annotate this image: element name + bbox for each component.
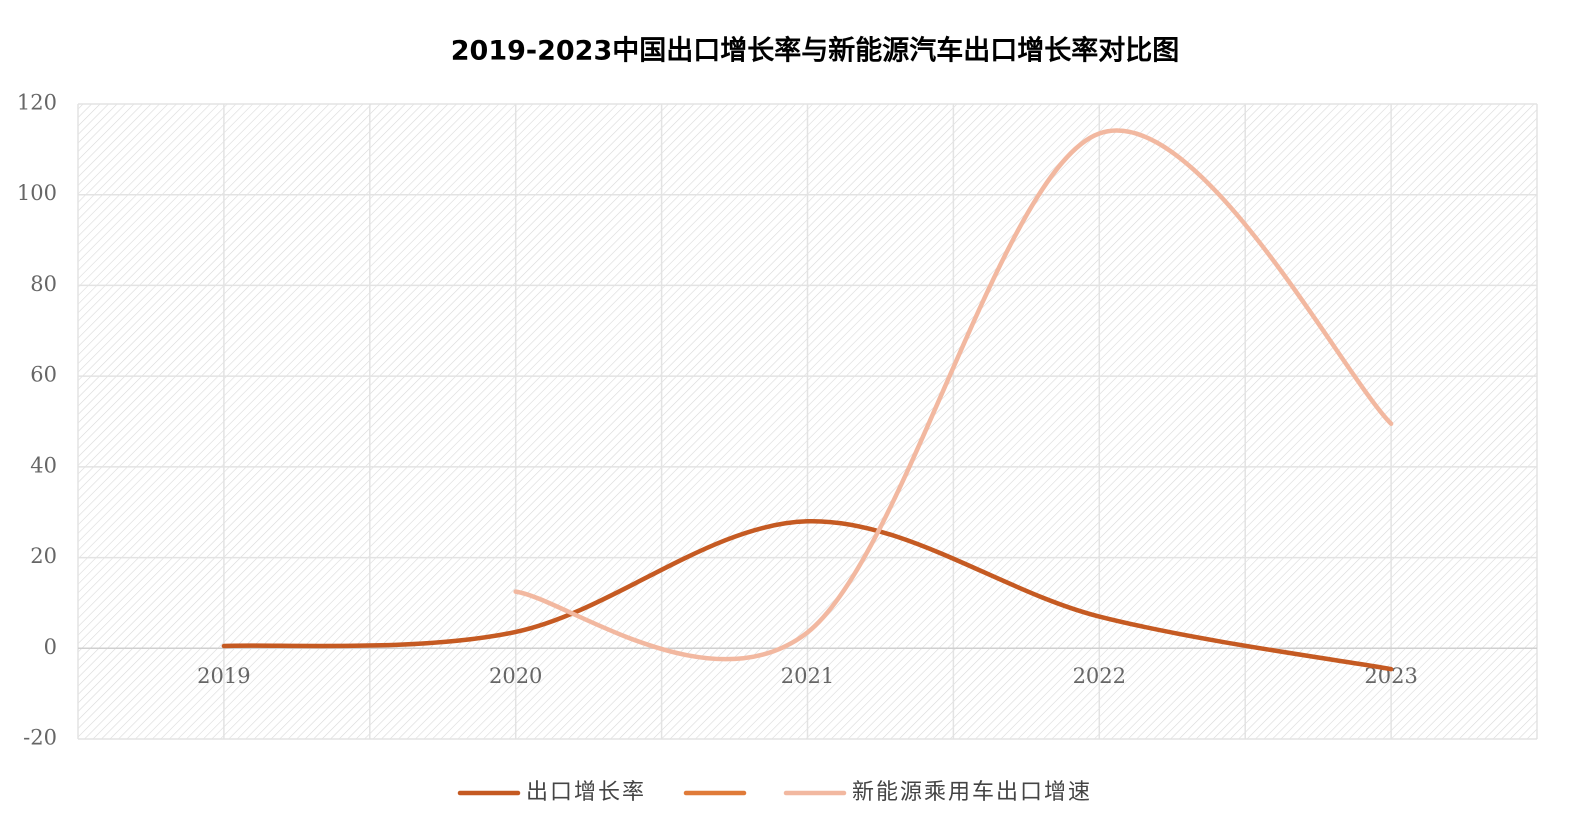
y-tick-label: 20 <box>30 544 57 568</box>
y-tick-label: -20 <box>23 726 57 750</box>
chart-title: 2019-2023中国出口增长率与新能源汽车出口增长率对比图 <box>451 35 1180 67</box>
y-tick-label: 0 <box>44 635 57 659</box>
series-line <box>513 128 1394 662</box>
legend-label: 出口增长率 <box>526 780 646 805</box>
x-tick-label: 2019 <box>197 664 250 688</box>
y-tick-label: 100 <box>17 181 57 205</box>
x-tick-label: 2022 <box>1073 664 1126 688</box>
x-tick-label: 2020 <box>489 664 542 688</box>
y-tick-label: 40 <box>30 453 57 477</box>
y-tick-label: 80 <box>30 272 57 296</box>
y-tick-label: 60 <box>30 363 57 387</box>
y-tick-label: 120 <box>17 91 57 115</box>
series-line <box>221 519 1394 672</box>
legend-label: 新能源乘用车出口增速 <box>852 780 1092 805</box>
x-tick-label: 2021 <box>781 664 834 688</box>
